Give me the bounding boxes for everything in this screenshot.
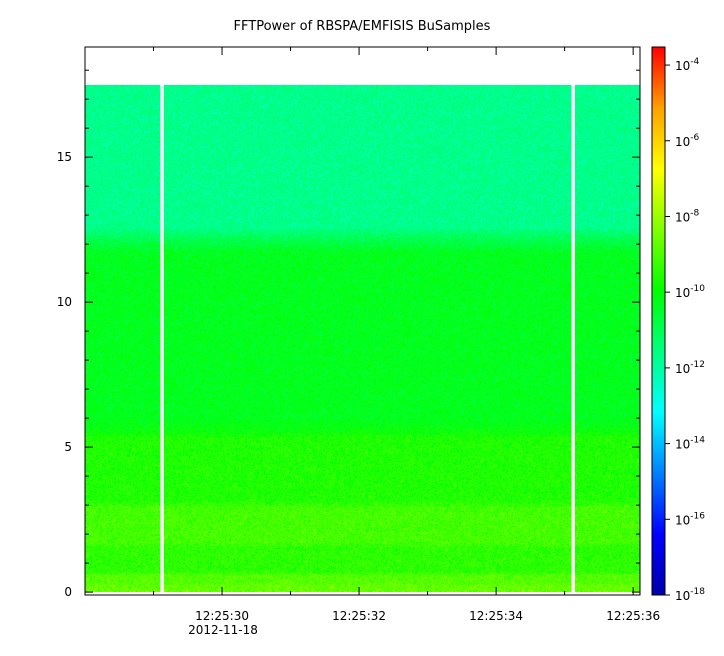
x-axis: 12:25:30 12:25:32 12:25:34 12:25:36 [153, 47, 660, 623]
colorbar-ticks: 10-18 10-16 10-14 10-12 10-10 10-8 10-6 10-4 [665, 57, 705, 603]
x-axis-date-label: 2012-11-18 [188, 623, 258, 637]
y-tick-label: 5 [64, 440, 72, 454]
colorbar: 10-18 10-16 10-14 10-12 10-10 10-8 10-6 10-4 [651, 46, 705, 603]
colorbar-tick-label: 10-16 [675, 511, 705, 527]
x-tick-label: 12:25:34 [469, 609, 523, 623]
colorbar-tick-label: 10-14 [675, 436, 705, 452]
plot-frame [84, 46, 641, 596]
y-tick-label: 15 [57, 150, 72, 164]
colorbar-tick-label: 10-10 [675, 284, 705, 300]
colorbar-tick-label: 10-8 [675, 208, 700, 224]
x-tick-label: 12:25:30 [195, 609, 249, 623]
colorbar-tick-label: 10-18 [675, 587, 705, 603]
chart-title: FFTPower of RBSPA/EMFISIS BuSamples [234, 19, 491, 34]
x-tick-label: 12:25:36 [606, 609, 660, 623]
colorbar-tick-label: 10-12 [675, 360, 705, 376]
data-gap-2 [571, 85, 575, 592]
plot-area [84, 46, 641, 596]
colorbar-tick-label: 10-6 [675, 133, 700, 149]
data-gaps [160, 85, 575, 592]
data-gap-1 [160, 85, 164, 592]
y-tick-label: 10 [57, 295, 72, 309]
colorbar-tick-label: 10-4 [675, 57, 700, 73]
colorbar-gradient [651, 46, 666, 596]
y-axis: 0 5 10 15 [57, 69, 640, 599]
y-tick-label: 0 [64, 585, 72, 599]
x-tick-label: 12:25:32 [332, 609, 386, 623]
spectrogram-image [85, 85, 640, 592]
